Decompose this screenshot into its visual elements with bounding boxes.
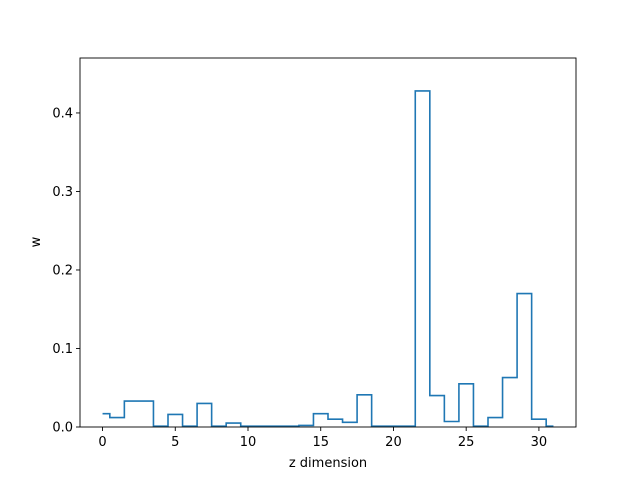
axes-frame [79,57,577,428]
x-axis-label: z dimension [289,456,367,471]
x-tick-label: 0 [98,435,106,450]
x-tick-label: 5 [171,435,179,450]
y-tick-label: 0.3 [52,185,73,200]
y-axis-label: w [29,236,44,247]
y-tick-label: 0.2 [52,263,73,278]
plot-area [79,57,577,428]
x-tick-label: 15 [312,435,329,450]
step-line-series [102,90,554,428]
y-axis: 0.0 0.1 0.2 0.3 0.4 [52,106,80,436]
x-tick-label: 10 [240,435,257,450]
y-tick-label: 0.4 [52,106,73,121]
x-tick-label: 20 [385,435,402,450]
x-tick-label: 30 [531,435,548,450]
y-tick-label: 0.0 [52,421,73,436]
x-axis: 0 5 10 15 20 25 30 [98,427,547,450]
y-tick-label: 0.1 [52,342,73,357]
x-tick-label: 25 [458,435,475,450]
